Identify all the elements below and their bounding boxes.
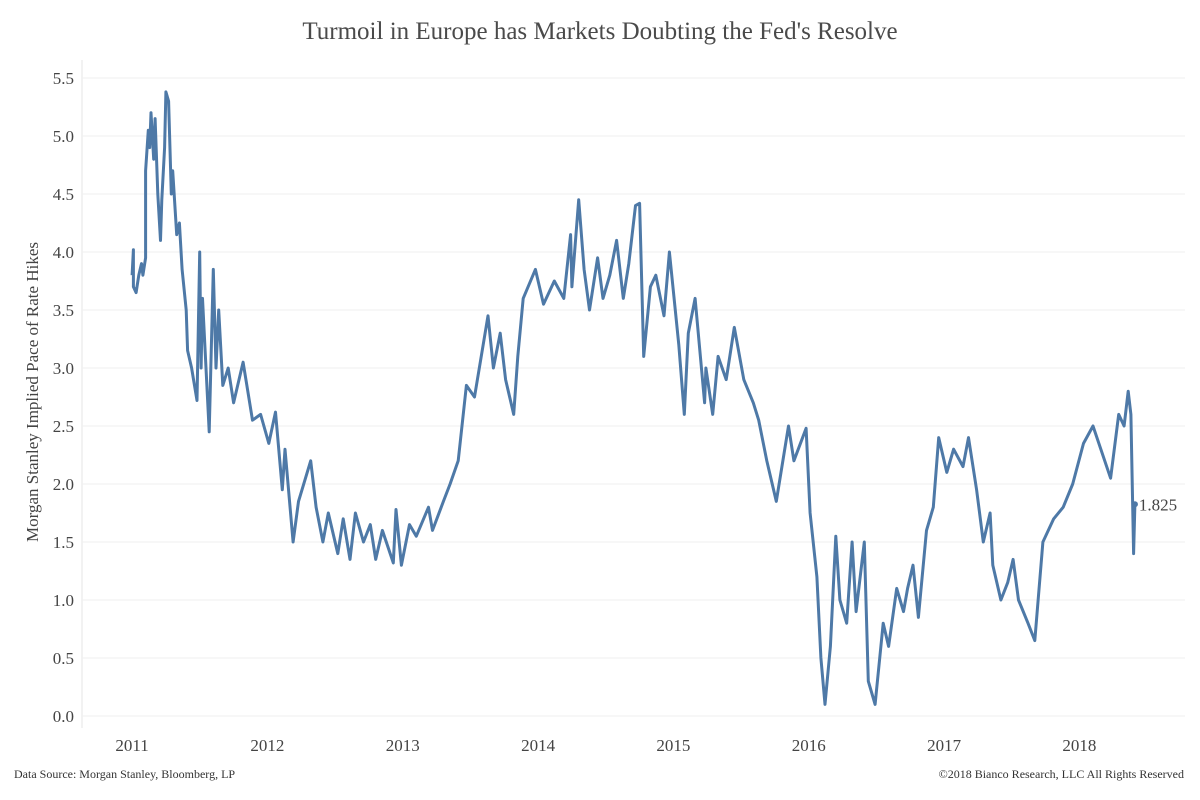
x-tick-label: 2014 — [521, 736, 556, 755]
y-tick-label: 4.0 — [53, 243, 74, 262]
last-value-label: 1.825 — [1139, 495, 1177, 514]
last-point-marker — [1131, 501, 1138, 508]
x-tick-label: 2018 — [1062, 736, 1096, 755]
chart-title: Turmoil in Europe has Markets Doubting t… — [302, 18, 898, 45]
y-tick-label: 2.0 — [53, 475, 74, 494]
copyright-note: ©2018 Bianco Research, LLC All Rights Re… — [938, 767, 1184, 781]
y-tick-label: 3.5 — [53, 301, 74, 320]
y-tick-label: 1.5 — [53, 533, 74, 552]
data-source-note: Data Source: Morgan Stanley, Bloomberg, … — [14, 767, 236, 781]
x-tick-label: 2011 — [115, 736, 148, 755]
y-tick-label: 0.0 — [53, 707, 74, 726]
y-tick-label: 5.5 — [53, 69, 74, 88]
y-axis-ticks: 0.0 0.5 1.0 1.5 2.0 2.5 3.0 3.5 4.0 4.5 5.0 5.5 — [53, 69, 74, 726]
y-tick-label: 1.0 — [53, 591, 74, 610]
y-tick-label: 2.5 — [53, 417, 74, 436]
y-tick-label: 4.5 — [53, 185, 74, 204]
y-tick-label: 5.0 — [53, 127, 74, 146]
y-axis-label: Morgan Stanley Implied Pace of Rate Hike… — [23, 242, 42, 542]
series-line — [130, 90, 1137, 706]
x-axis-ticks: 2011 2012 2013 2014 2015 2016 2017 2018 — [115, 736, 1096, 755]
x-tick-label: 2012 — [250, 736, 284, 755]
gridlines — [81, 60, 1185, 728]
x-tick-label: 2016 — [792, 736, 826, 755]
y-tick-label: 3.0 — [53, 359, 74, 378]
x-tick-label: 2013 — [386, 736, 420, 755]
x-tick-label: 2015 — [656, 736, 690, 755]
x-tick-label: 2017 — [927, 736, 962, 755]
y-tick-label: 0.5 — [53, 649, 74, 668]
